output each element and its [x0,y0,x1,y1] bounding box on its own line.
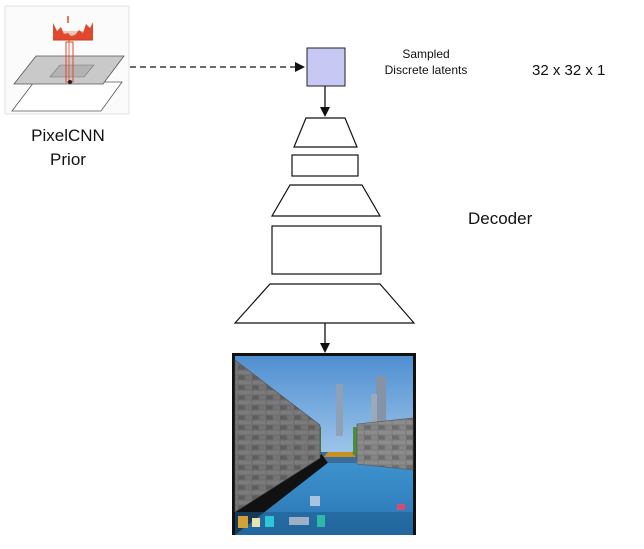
latent-dims-label: 32 x 32 x 1 [532,62,606,79]
latents-caption: Sampled Discrete latents [370,46,482,78]
prior-caption: PixelCNN Prior [18,124,118,172]
latents-caption-line1: Sampled [402,47,450,61]
pixelcnn-thumbnail [4,5,130,115]
prior-caption-line1: PixelCNN [31,126,105,145]
decoder-layer-1 [293,117,358,148]
latent-square [306,47,346,87]
decoder-layer-5 [233,283,416,324]
decoder-layer-2 [291,154,359,177]
prior-caption-line2: Prior [50,150,86,169]
generated-frame [232,353,416,535]
decoder-layer-4 [271,225,382,275]
decoder-stack [233,117,416,324]
latents-caption-line2: Discrete latents [384,63,468,77]
decoder-layer-3 [270,184,382,217]
histogram-icon [53,16,93,41]
decoder-label: Decoder [468,209,533,228]
